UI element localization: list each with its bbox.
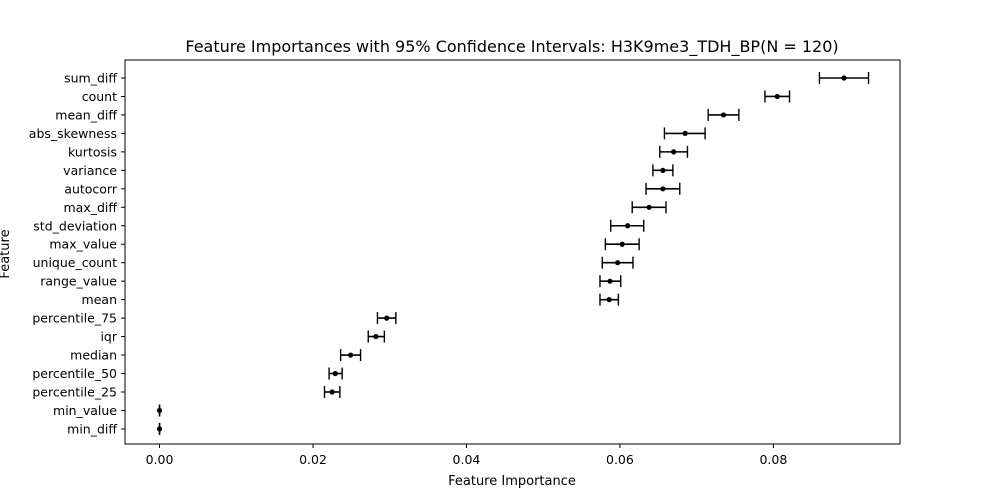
importance-point: [156, 407, 163, 414]
error-bar-autocorr: [645, 182, 681, 195]
error-bar-iqr: [367, 330, 386, 343]
importance-point: [624, 223, 631, 229]
y-tick-label: kurtosis: [68, 144, 117, 159]
importance-point: [646, 204, 652, 210]
error-bar-variance: [652, 164, 674, 177]
chart-marks: [156, 72, 870, 435]
importance-point: [606, 297, 612, 303]
x-tick-label: 0.06: [606, 452, 634, 467]
y-tick-label: mean: [82, 292, 117, 307]
y-tick-label: autocorr: [64, 181, 118, 196]
y-tick-label: max_value: [49, 237, 117, 252]
error-bar-mean_diff: [707, 108, 740, 121]
y-tick-label: max_diff: [63, 200, 117, 215]
y-tick-label: mean_diff: [55, 107, 117, 122]
importance-point: [615, 260, 621, 266]
importance-point: [660, 167, 666, 173]
chart-title: Feature Importances with 95% Confidence …: [185, 37, 838, 57]
y-tick-label: std_deviation: [33, 218, 117, 233]
importance-point: [774, 93, 780, 100]
error-bar-percentile_75: [376, 312, 397, 325]
importance-point: [841, 75, 847, 81]
importance-point: [671, 149, 677, 155]
importance-point: [619, 241, 625, 247]
error-bar-unique_count: [601, 256, 634, 269]
importance-point: [332, 370, 338, 377]
error-bar-sum_diff: [818, 72, 870, 84]
x-tick-label: 0.08: [759, 452, 787, 467]
error-bar-kurtosis: [659, 145, 689, 158]
importance-point: [607, 278, 613, 284]
error-bar-std_deviation: [610, 219, 645, 232]
y-tick-label: percentile_75: [32, 311, 117, 326]
x-tick-label: 0.02: [299, 452, 327, 467]
y-tick-label: range_value: [40, 274, 117, 289]
y-tick-label: median: [70, 348, 117, 363]
plot-frame: [124, 59, 901, 445]
error-bar-mean: [599, 293, 620, 306]
y-axis-label: Feature: [0, 229, 13, 278]
y-tick-label: percentile_50: [32, 366, 117, 381]
error-bar-range_value: [599, 275, 622, 288]
importance-point: [682, 130, 688, 137]
y-tick-label: count: [82, 89, 117, 104]
x-tick-label: 0.00: [146, 452, 174, 467]
error-bar-min_value: [156, 404, 163, 417]
error-bar-count: [764, 90, 791, 103]
x-tick-label: 0.04: [453, 452, 481, 467]
y-tick-label: iqr: [100, 329, 117, 344]
x-axis-ticks: 0.00 0.02 0.04 0.06 0.08: [146, 444, 787, 467]
y-tick-label: percentile_25: [32, 384, 117, 399]
importance-point: [660, 186, 666, 192]
importance-point: [329, 389, 335, 395]
y-tick-label: sum_diff: [64, 71, 117, 86]
error-bar-median: [339, 349, 362, 362]
error-bar-abs_skewness: [663, 127, 706, 140]
importance-point: [156, 426, 163, 432]
importance-point: [720, 112, 727, 118]
error-bar-percentile_25: [323, 385, 341, 398]
error-bar-max_diff: [631, 201, 667, 214]
error-bar-percentile_50: [328, 367, 343, 380]
error-bar-min_diff: [156, 422, 163, 435]
error-bar-max_value: [604, 238, 640, 251]
x-axis-label: Feature Importance: [448, 474, 576, 489]
y-tick-label: min_value: [53, 403, 117, 418]
y-tick-label: abs_skewness: [29, 126, 117, 141]
y-tick-label: variance: [63, 163, 117, 178]
importance-point: [384, 315, 390, 321]
y-tick-label: min_diff: [67, 421, 117, 436]
y-tick-label: unique_count: [33, 255, 117, 270]
plot-area: [124, 59, 901, 445]
importance-point: [347, 352, 354, 358]
importance-point: [373, 333, 379, 340]
